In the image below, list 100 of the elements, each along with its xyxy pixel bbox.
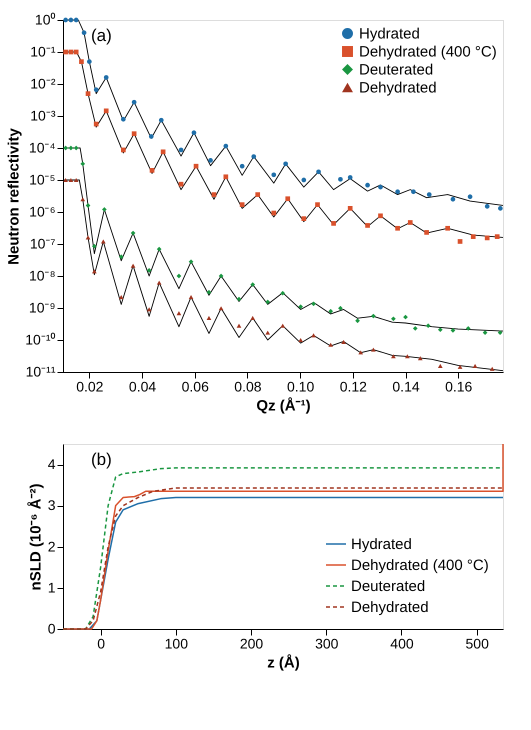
point <box>74 178 79 182</box>
point <box>206 290 212 295</box>
x-tick-label: 400 <box>390 636 414 652</box>
point <box>218 306 224 310</box>
legend-label: Dehydrated <box>351 599 429 616</box>
point <box>132 131 136 136</box>
point <box>80 197 86 202</box>
point <box>490 366 495 371</box>
point <box>236 296 242 302</box>
x-tick-label: 0.10 <box>287 378 314 394</box>
point <box>355 318 360 324</box>
point <box>194 164 198 169</box>
point <box>348 175 353 180</box>
point <box>104 75 109 80</box>
point <box>208 158 213 163</box>
y-tick-label: 10⁻² <box>30 76 56 92</box>
point <box>338 306 343 311</box>
point <box>484 236 490 240</box>
x-tick-label: 0.14 <box>392 378 420 394</box>
y-tick-label: 0 <box>48 620 56 636</box>
point <box>395 189 400 194</box>
legend-label: Dehydrated (400 °C) <box>359 44 497 60</box>
legend-label: Dehydrated <box>359 80 437 96</box>
legend-label: Dehydrated (400 °C) <box>351 557 489 574</box>
point <box>365 223 370 228</box>
point <box>365 182 370 188</box>
point <box>315 202 320 207</box>
point <box>192 130 196 136</box>
x-tick-label: 0 <box>97 636 106 652</box>
point <box>223 144 228 148</box>
point <box>63 50 68 54</box>
x-axis-title: z (Å) <box>267 654 300 672</box>
point <box>251 154 256 159</box>
y-tick-label: 10⁻⁸ <box>29 268 56 284</box>
point <box>148 134 154 139</box>
point <box>408 220 413 225</box>
point <box>301 178 306 182</box>
y-tick-label: 10⁻⁷ <box>30 236 56 252</box>
point <box>130 230 136 236</box>
point <box>92 244 97 249</box>
point <box>285 196 290 202</box>
point <box>218 274 224 278</box>
point <box>100 239 106 244</box>
x-tick-label: 0.02 <box>76 378 104 394</box>
point <box>494 234 500 239</box>
point <box>371 314 376 318</box>
point <box>120 148 126 152</box>
point <box>265 330 270 335</box>
point <box>484 204 490 209</box>
point <box>158 118 164 123</box>
point <box>331 221 336 226</box>
point <box>86 203 90 208</box>
point <box>424 230 429 235</box>
point <box>482 330 488 335</box>
point <box>250 316 256 320</box>
y-tick-label: 10⁻¹¹ <box>26 364 56 380</box>
y-tick-label: 3 <box>48 497 56 514</box>
point <box>156 280 162 285</box>
legend-label: Hydrated <box>351 536 412 553</box>
y-tick-label: 10⁻¹ <box>30 44 56 60</box>
point <box>176 274 182 278</box>
x-tick-label: 300 <box>315 636 339 652</box>
point <box>79 59 84 64</box>
point <box>178 182 184 187</box>
x-tick-label: 0.04 <box>128 378 156 394</box>
point <box>472 364 478 368</box>
point <box>250 282 256 287</box>
x-tick-label: 0.06 <box>182 378 210 394</box>
x-tick-label: 500 <box>465 636 490 652</box>
point <box>63 146 68 150</box>
point <box>298 304 303 310</box>
point <box>283 161 288 166</box>
y-tick-label: 1 <box>48 579 56 596</box>
point <box>328 308 334 314</box>
point <box>188 295 194 300</box>
point <box>378 184 383 190</box>
y-axis-title: Neutron reflectivity <box>5 127 22 265</box>
point <box>94 87 99 92</box>
point <box>411 189 416 194</box>
y-tick-label: 2 <box>48 538 56 554</box>
point <box>271 172 276 178</box>
point <box>104 108 109 114</box>
point <box>328 342 334 347</box>
point <box>498 330 502 335</box>
point <box>160 149 166 154</box>
point <box>118 295 124 300</box>
point <box>438 364 443 368</box>
point <box>63 18 68 22</box>
point <box>426 323 431 328</box>
point <box>82 30 86 36</box>
point <box>120 116 126 122</box>
x-tick-label: 200 <box>240 636 264 652</box>
y-tick-label: 10⁻⁹ <box>28 300 56 316</box>
point <box>445 226 450 231</box>
y-axis-title: nSLD (10⁻⁶ Å⁻²) <box>26 484 45 590</box>
point <box>468 194 472 200</box>
point <box>74 146 79 150</box>
point <box>223 174 228 180</box>
point <box>255 192 260 197</box>
point <box>338 176 343 182</box>
